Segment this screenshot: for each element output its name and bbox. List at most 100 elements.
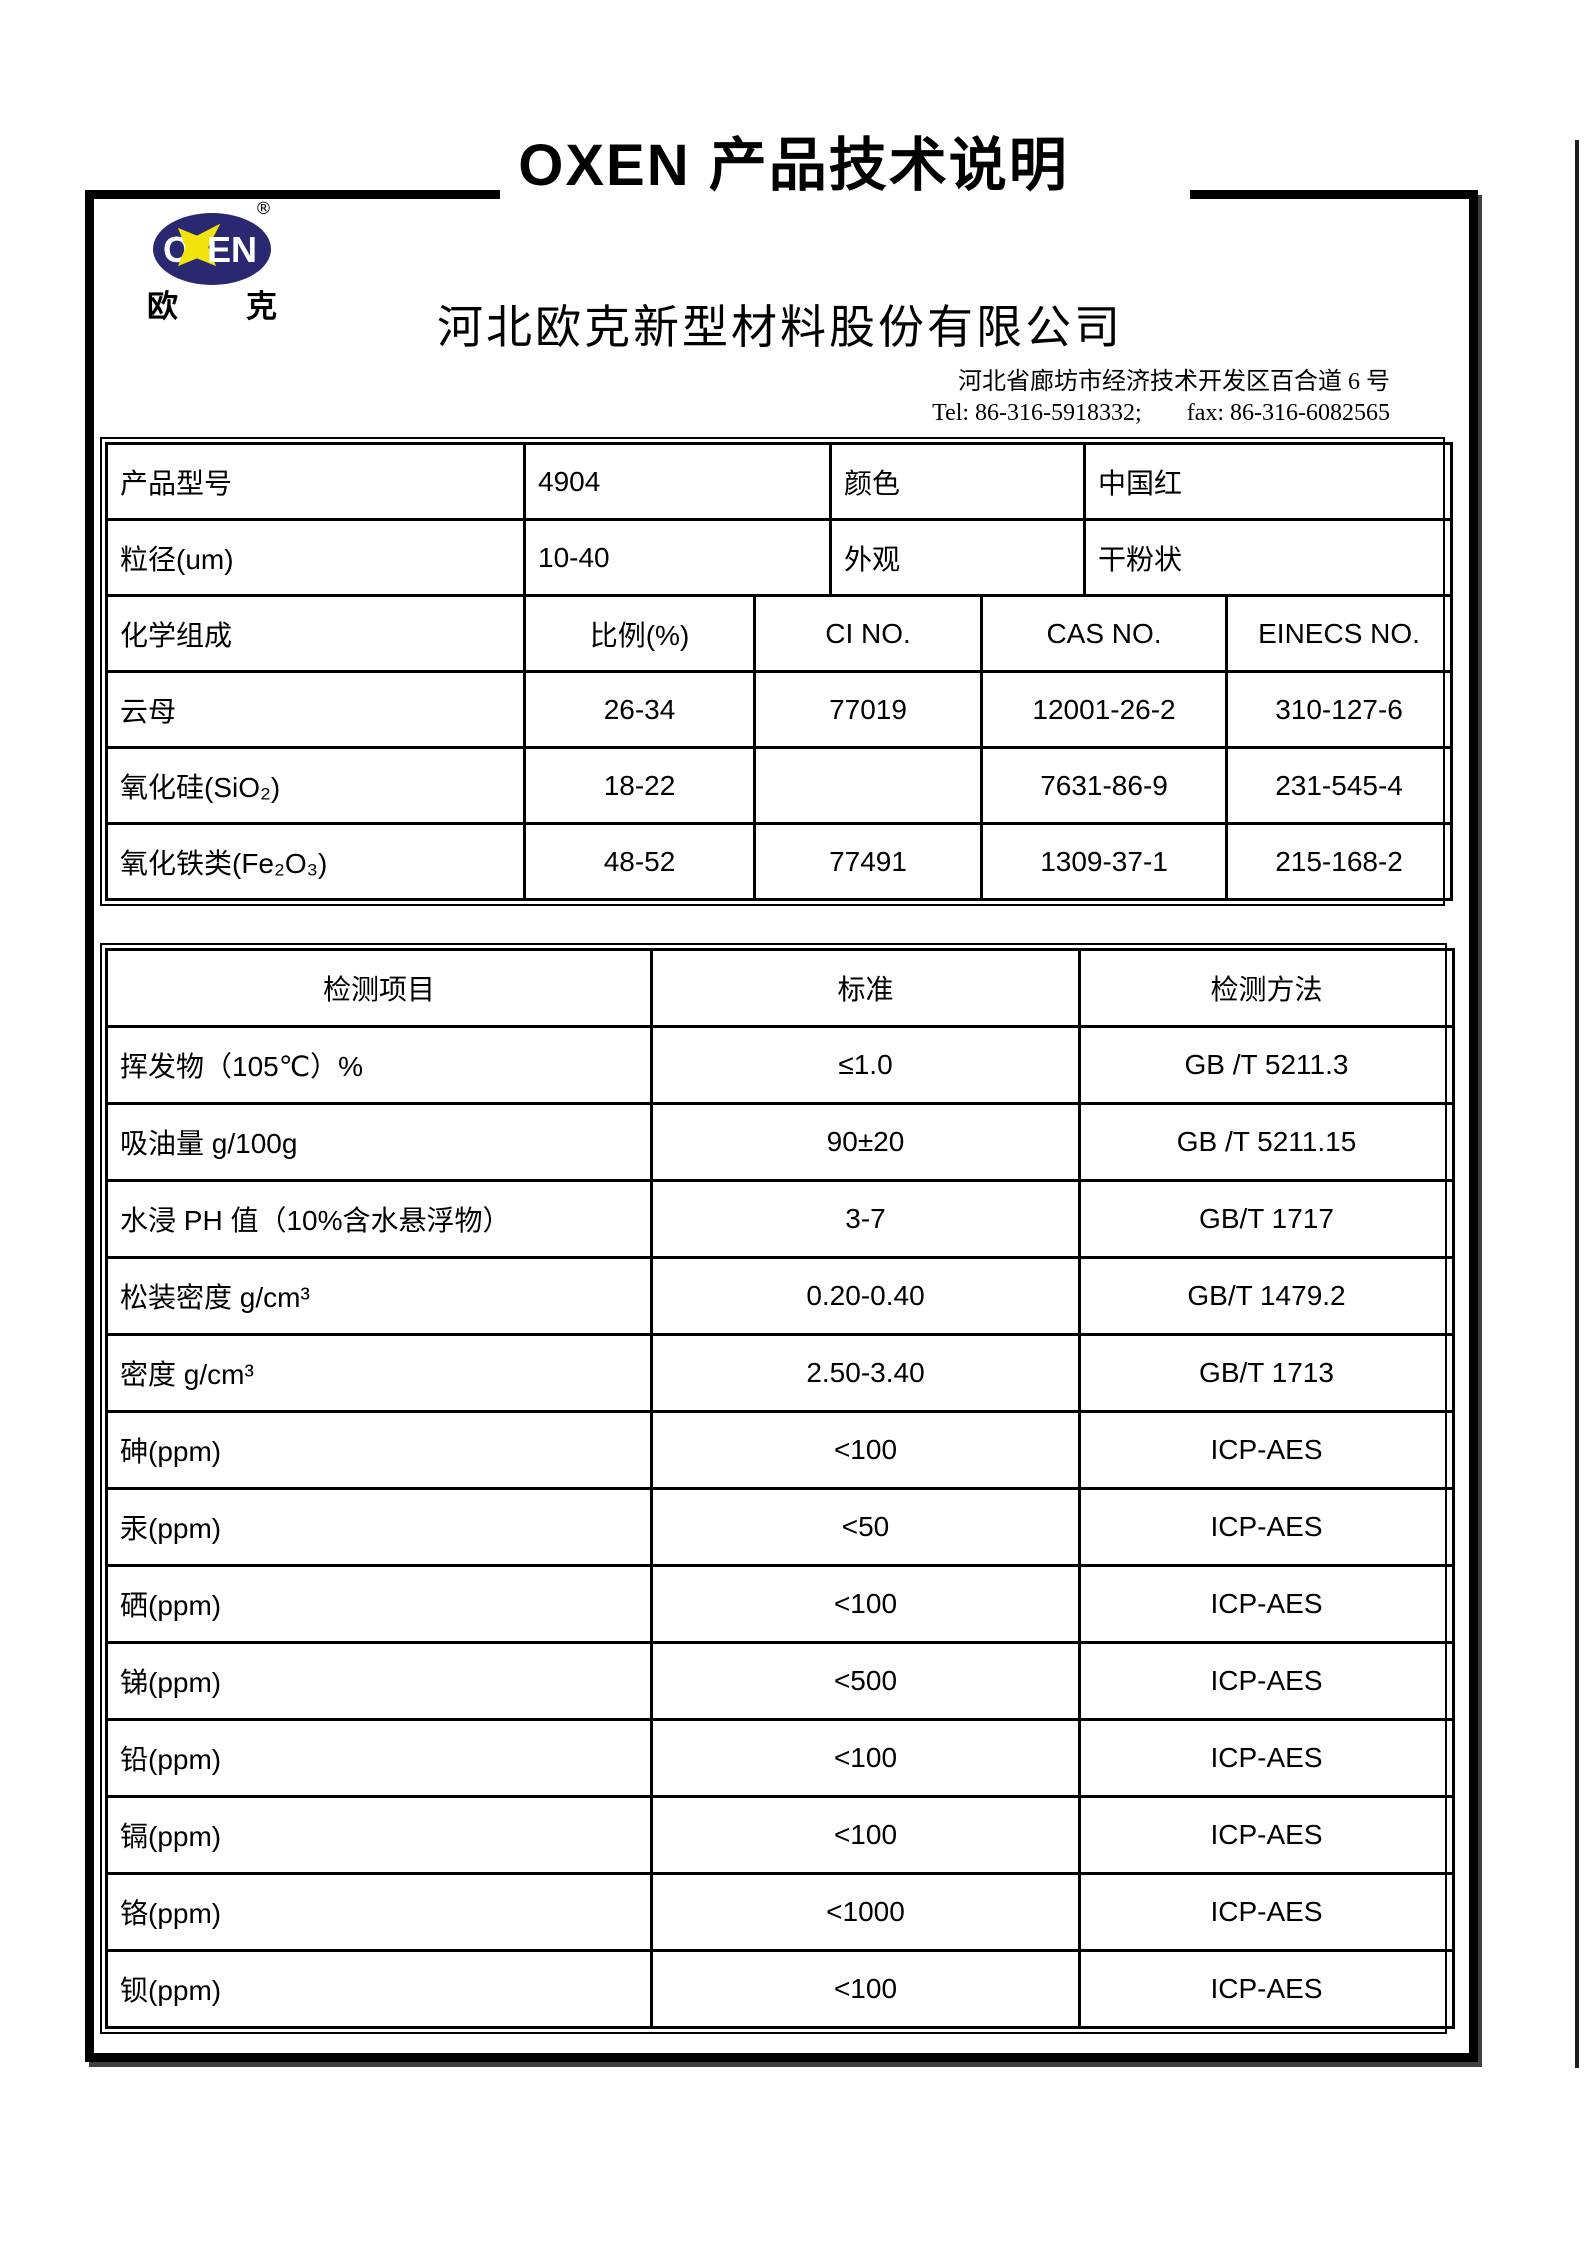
standard-cell: 3-7 xyxy=(650,1179,1081,1259)
product-model-label: 产品型号 xyxy=(105,442,526,521)
cas-no-value: 1309-37-1 xyxy=(980,822,1229,901)
standard-cell: 2.50-3.40 xyxy=(650,1333,1081,1413)
test-header-row: 检测项目 标准 检测方法 xyxy=(105,948,1455,1028)
color-label: 颜色 xyxy=(829,442,1087,521)
method-cell: ICP-AES xyxy=(1078,1641,1455,1721)
einecs-no-value: 310-127-6 xyxy=(1225,670,1454,749)
ratio-header: 比例(%) xyxy=(523,594,756,673)
method-cell: ICP-AES xyxy=(1078,1872,1455,1952)
standard-cell: <50 xyxy=(650,1487,1081,1567)
test-item-cell: 镉(ppm) xyxy=(105,1795,653,1875)
method-cell: GB/T 1717 xyxy=(1078,1179,1455,1259)
test-row: 松装密度 g/cm³ 0.20-0.40 GB/T 1479.2 xyxy=(105,1256,1455,1336)
test-item-cell: 铅(ppm) xyxy=(105,1718,653,1798)
test-row: 汞(ppm) <50 ICP-AES xyxy=(105,1487,1455,1567)
appearance-label: 外观 xyxy=(829,518,1087,597)
test-row: 铬(ppm) <1000 ICP-AES xyxy=(105,1872,1455,1952)
test-item-cell: 硒(ppm) xyxy=(105,1564,653,1644)
method-cell: GB/T 1713 xyxy=(1078,1333,1455,1413)
logo-caption-left: 欧 xyxy=(147,289,178,324)
test-item-cell: 汞(ppm) xyxy=(105,1487,653,1567)
logo-caption-right: 克 xyxy=(246,289,277,324)
test-row: 镉(ppm) <100 ICP-AES xyxy=(105,1795,1455,1875)
ci-no-value: 77491 xyxy=(752,822,984,901)
method-cell: ICP-AES xyxy=(1078,1949,1455,2029)
ci-no-header: CI NO. xyxy=(752,594,984,673)
particle-size-value: 10-40 xyxy=(522,518,833,597)
title-rule-left xyxy=(85,190,500,199)
standard-cell: <100 xyxy=(650,1949,1081,2029)
page-title: OXEN 产品技术说明 xyxy=(518,133,1069,198)
component-name: 氧化硅(SiO₂) xyxy=(105,746,526,825)
test-item-cell: 吸油量 g/100g xyxy=(105,1102,653,1182)
contact-line: Tel: 86-316-5918332; fax: 86-316-6082565 xyxy=(932,398,1390,429)
product-table: 产品型号 4904 颜色 中国红 粒径(um) 10-40 外观 干粉状 化学组… xyxy=(100,437,1454,906)
ratio-value: 18-22 xyxy=(523,746,756,825)
test-row: 铅(ppm) <100 ICP-AES xyxy=(105,1718,1455,1798)
oxen-logo-icon: O EN xyxy=(153,213,271,285)
page-edge-shadow xyxy=(1575,140,1579,2068)
cas-no-header: CAS NO. xyxy=(980,594,1229,673)
component-name: 云母 xyxy=(105,670,526,749)
standard-cell: <1000 xyxy=(650,1872,1081,1952)
ci-no-value xyxy=(752,746,984,825)
company-fax: fax: 86-316-6082565 xyxy=(1186,400,1390,426)
logo-text-en: EN xyxy=(207,229,257,270)
ratio-value: 48-52 xyxy=(523,822,756,901)
method-cell: ICP-AES xyxy=(1078,1487,1455,1567)
test-row: 挥发物（105℃）% ≤1.0 GB /T 5211.3 xyxy=(105,1025,1455,1105)
einecs-no-value: 215-168-2 xyxy=(1225,822,1454,901)
standard-cell: ≤1.0 xyxy=(650,1025,1081,1105)
company-name: 河北欧克新型材料股份有限公司 xyxy=(437,302,1123,353)
registered-mark-icon: ® xyxy=(255,199,272,219)
method-cell: ICP-AES xyxy=(1078,1718,1455,1798)
standard-cell: <100 xyxy=(650,1410,1081,1490)
method-header: 检测方法 xyxy=(1078,948,1455,1028)
test-row: 密度 g/cm³ 2.50-3.40 GB/T 1713 xyxy=(105,1333,1455,1413)
standard-cell: <100 xyxy=(650,1718,1081,1798)
test-row: 砷(ppm) <100 ICP-AES xyxy=(105,1410,1455,1490)
composition-header: 化学组成 xyxy=(105,594,526,673)
test-item-header: 检测项目 xyxy=(105,948,653,1028)
test-row: 水浸 PH 值（10%含水悬浮物） 3-7 GB/T 1717 xyxy=(105,1179,1455,1259)
test-item-cell: 密度 g/cm³ xyxy=(105,1333,653,1413)
cas-no-value: 7631-86-9 xyxy=(980,746,1229,825)
test-item-cell: 铬(ppm) xyxy=(105,1872,653,1952)
component-name: 氧化铁类(Fe₂O₃) xyxy=(105,822,526,901)
method-cell: GB/T 1479.2 xyxy=(1078,1256,1455,1336)
product-model-value: 4904 xyxy=(522,442,833,521)
cas-no-value: 12001-26-2 xyxy=(980,670,1229,749)
table-row: 粒径(um) 10-40 外观 干粉状 xyxy=(105,518,1454,597)
color-value: 中国红 xyxy=(1083,442,1454,521)
particle-size-label: 粒径(um) xyxy=(105,518,526,597)
test-row: 钡(ppm) <100 ICP-AES xyxy=(105,1949,1455,2029)
ci-no-value: 77019 xyxy=(752,670,984,749)
composition-row: 氧化铁类(Fe₂O₃) 48-52 77491 1309-37-1 215-16… xyxy=(105,822,1454,901)
company-address: 河北省廊坊市经济技术开发区百合道 6 号 xyxy=(958,369,1390,395)
test-item-cell: 松装密度 g/cm³ xyxy=(105,1256,653,1336)
appearance-value: 干粉状 xyxy=(1083,518,1454,597)
einecs-no-header: EINECS NO. xyxy=(1225,594,1454,673)
test-table: 检测项目 标准 检测方法 挥发物（105℃）% ≤1.0 GB /T 5211.… xyxy=(100,943,1455,2034)
test-row: 吸油量 g/100g 90±20 GB /T 5211.15 xyxy=(105,1102,1455,1182)
test-item-cell: 水浸 PH 值（10%含水悬浮物） xyxy=(105,1179,653,1259)
einecs-no-value: 231-545-4 xyxy=(1225,746,1454,825)
ratio-value: 26-34 xyxy=(523,670,756,749)
test-item-cell: 砷(ppm) xyxy=(105,1410,653,1490)
method-cell: ICP-AES xyxy=(1078,1410,1455,1490)
logo-caption: 欧 克 xyxy=(147,291,277,322)
standard-cell: <100 xyxy=(650,1795,1081,1875)
standard-cell: <100 xyxy=(650,1564,1081,1644)
standard-cell: 90±20 xyxy=(650,1102,1081,1182)
logo-star-icon xyxy=(177,223,221,267)
standard-header: 标准 xyxy=(650,948,1081,1028)
composition-header-row: 化学组成 比例(%) CI NO. CAS NO. EINECS NO. xyxy=(105,594,1454,673)
standard-cell: 0.20-0.40 xyxy=(650,1256,1081,1336)
composition-row: 云母 26-34 77019 12001-26-2 310-127-6 xyxy=(105,670,1454,749)
test-row: 硒(ppm) <100 ICP-AES xyxy=(105,1564,1455,1644)
composition-row: 氧化硅(SiO₂) 18-22 7631-86-9 231-545-4 xyxy=(105,746,1454,825)
table-row: 产品型号 4904 颜色 中国红 xyxy=(105,442,1454,521)
test-item-cell: 锑(ppm) xyxy=(105,1641,653,1721)
method-cell: ICP-AES xyxy=(1078,1795,1455,1875)
method-cell: GB /T 5211.3 xyxy=(1078,1025,1455,1105)
